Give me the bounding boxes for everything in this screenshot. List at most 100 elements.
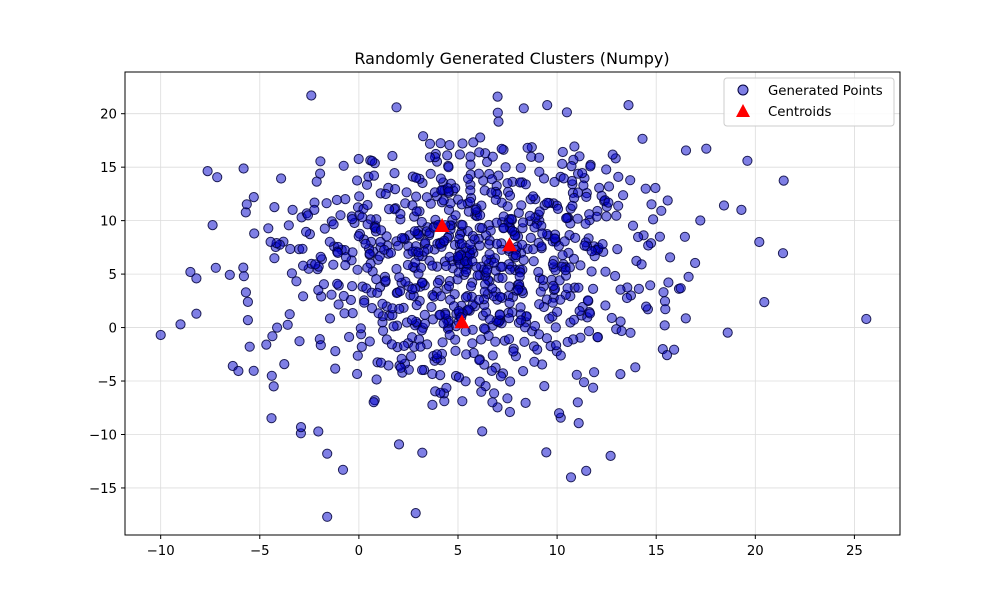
data-point (528, 191, 539, 202)
data-point (322, 511, 333, 522)
data-point (597, 239, 608, 250)
data-point (298, 291, 309, 302)
data-point (266, 413, 277, 424)
data-point (680, 313, 691, 324)
data-point (484, 249, 495, 260)
data-point (518, 366, 529, 377)
data-point (465, 196, 476, 207)
data-point (659, 320, 670, 331)
x-tick-label: −5 (250, 544, 270, 559)
y-axis: −15 −10 −5 0 5 10 15 20 (89, 108, 125, 497)
data-point (777, 248, 789, 259)
data-point (547, 297, 558, 308)
data-point (191, 308, 202, 319)
data-point (362, 262, 373, 273)
data-point (562, 283, 573, 294)
data-point (283, 220, 294, 231)
data-point (331, 194, 342, 206)
data-point (453, 372, 465, 383)
data-point (603, 197, 614, 208)
data-point (613, 200, 624, 211)
data-point (435, 138, 446, 149)
data-point (380, 275, 391, 286)
data-point (284, 309, 295, 320)
data-point (410, 507, 421, 519)
legend[interactable]: Generated Points Centroids (723, 77, 895, 127)
data-point (539, 381, 550, 392)
data-point (238, 163, 249, 174)
data-point (378, 325, 389, 336)
data-point (419, 318, 430, 329)
data-point (368, 397, 379, 408)
data-point (395, 208, 406, 220)
data-point (516, 200, 527, 211)
data-point (431, 349, 443, 360)
data-point (442, 150, 453, 161)
data-point (627, 220, 639, 231)
data-point (579, 240, 590, 251)
data-point (554, 408, 565, 419)
data-point (578, 180, 589, 191)
data-point (486, 187, 497, 198)
data-point (613, 171, 624, 182)
data-point (494, 309, 505, 320)
data-point (603, 181, 615, 192)
data-point (376, 225, 387, 236)
y-tick-label: −10 (89, 428, 117, 443)
data-point (507, 225, 518, 236)
data-point (352, 175, 363, 186)
data-point (615, 284, 626, 295)
data-point (573, 418, 584, 429)
data-point (394, 272, 405, 283)
data-point (439, 235, 450, 246)
data-point (319, 223, 330, 234)
data-point (276, 173, 287, 184)
data-point (395, 362, 406, 373)
data-point (315, 156, 326, 167)
data-point (185, 266, 196, 278)
data-point (661, 350, 673, 361)
data-point (330, 363, 341, 374)
data-point (615, 369, 626, 380)
data-point (416, 277, 428, 288)
data-point (508, 346, 519, 357)
legend-centroids-label: Centroids (768, 105, 832, 120)
data-point (353, 153, 364, 165)
data-point (212, 172, 223, 183)
data-point (372, 287, 383, 298)
data-point (600, 300, 611, 311)
data-point (417, 447, 428, 458)
data-point (665, 252, 676, 263)
data-point (355, 323, 366, 334)
data-point (340, 260, 351, 271)
data-point (588, 382, 599, 393)
data-point (589, 367, 600, 378)
data-point (503, 334, 515, 345)
plot-frame (124, 71, 901, 536)
data-point (662, 195, 673, 206)
data-point (390, 184, 401, 195)
data-point (578, 377, 590, 388)
data-point (505, 376, 516, 387)
data-point (641, 301, 652, 312)
data-point (411, 300, 422, 311)
data-point (155, 329, 166, 341)
data-point (333, 299, 344, 310)
data-point (645, 280, 656, 291)
data-point (393, 240, 404, 251)
data-point (623, 100, 634, 111)
data-point (559, 236, 570, 247)
y-tick-label: −15 (89, 482, 117, 497)
data-point (519, 336, 530, 347)
legend-points-label: Generated Points (768, 84, 883, 99)
data-point (504, 406, 515, 418)
data-point (338, 290, 349, 302)
data-point (526, 151, 537, 162)
data-point (287, 204, 298, 215)
data-point (409, 226, 420, 237)
data-point (722, 327, 733, 338)
data-point (294, 336, 305, 347)
data-point (279, 359, 290, 370)
data-point (532, 344, 543, 355)
data-point (415, 341, 426, 352)
